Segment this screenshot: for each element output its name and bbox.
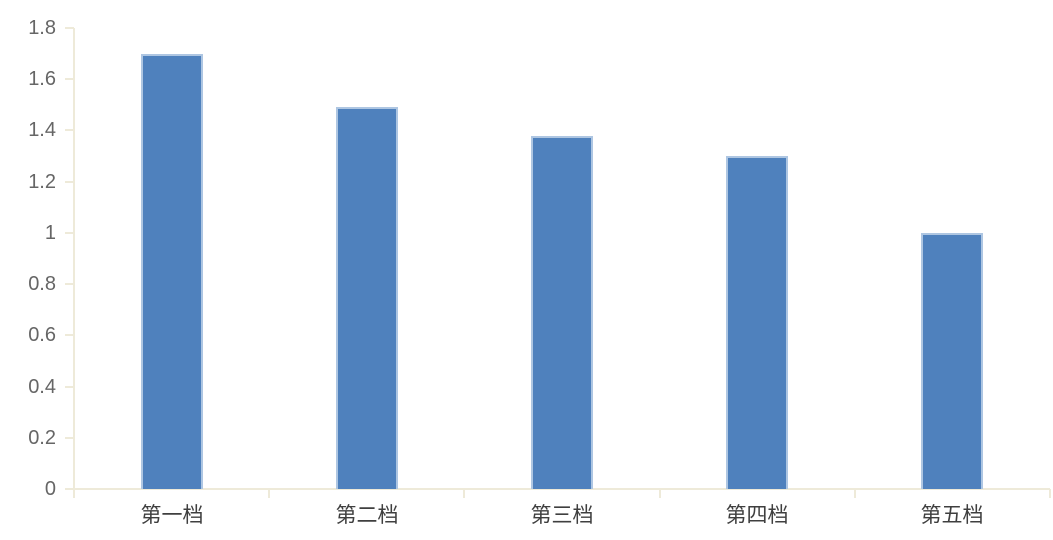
bar	[726, 156, 788, 489]
x-axis-line	[65, 488, 1050, 490]
y-axis-tick-label: 0	[44, 478, 56, 500]
y-axis-tick	[65, 385, 74, 388]
y-axis-tick	[65, 283, 74, 286]
y-axis-tick	[65, 78, 74, 81]
x-axis-tick	[853, 489, 856, 498]
y-axis-tick-label: 1.8	[28, 17, 56, 39]
y-axis-tick	[65, 27, 74, 29]
y-axis-tick-label: 0.8	[28, 273, 56, 296]
y-axis-tick	[65, 334, 74, 337]
y-axis-tick-label: 1.6	[28, 68, 56, 91]
y-axis-tick	[65, 488, 74, 490]
x-axis-tick	[268, 489, 271, 498]
y-axis-tick-label: 0.6	[28, 324, 56, 347]
x-axis-category-label: 第二档	[335, 503, 399, 527]
bar	[336, 107, 398, 489]
bar	[921, 233, 983, 489]
y-axis-tick-label: 1	[44, 221, 56, 244]
y-axis-tick	[65, 129, 74, 132]
x-axis-category-label: 第四档	[725, 503, 789, 527]
x-axis-tick	[73, 489, 75, 498]
y-axis-line	[73, 28, 75, 498]
y-axis-tick	[65, 231, 74, 234]
bar	[531, 136, 593, 489]
y-axis-tick	[65, 436, 74, 439]
y-axis-tick	[65, 180, 74, 183]
x-axis-category-label: 第三档	[530, 503, 594, 527]
y-axis-tick-label: 1.4	[28, 119, 56, 142]
y-axis-tick-label: 0.4	[28, 375, 56, 398]
x-axis-tick	[463, 489, 466, 498]
bar	[141, 54, 203, 489]
y-axis-tick-label: 0.2	[28, 426, 56, 449]
x-axis-category-label: 第五档	[920, 503, 984, 527]
x-axis-category-label: 第一档	[140, 503, 204, 527]
x-axis-tick	[1049, 489, 1051, 498]
y-axis-tick-label: 1.2	[28, 170, 56, 193]
x-axis-tick	[658, 489, 661, 498]
